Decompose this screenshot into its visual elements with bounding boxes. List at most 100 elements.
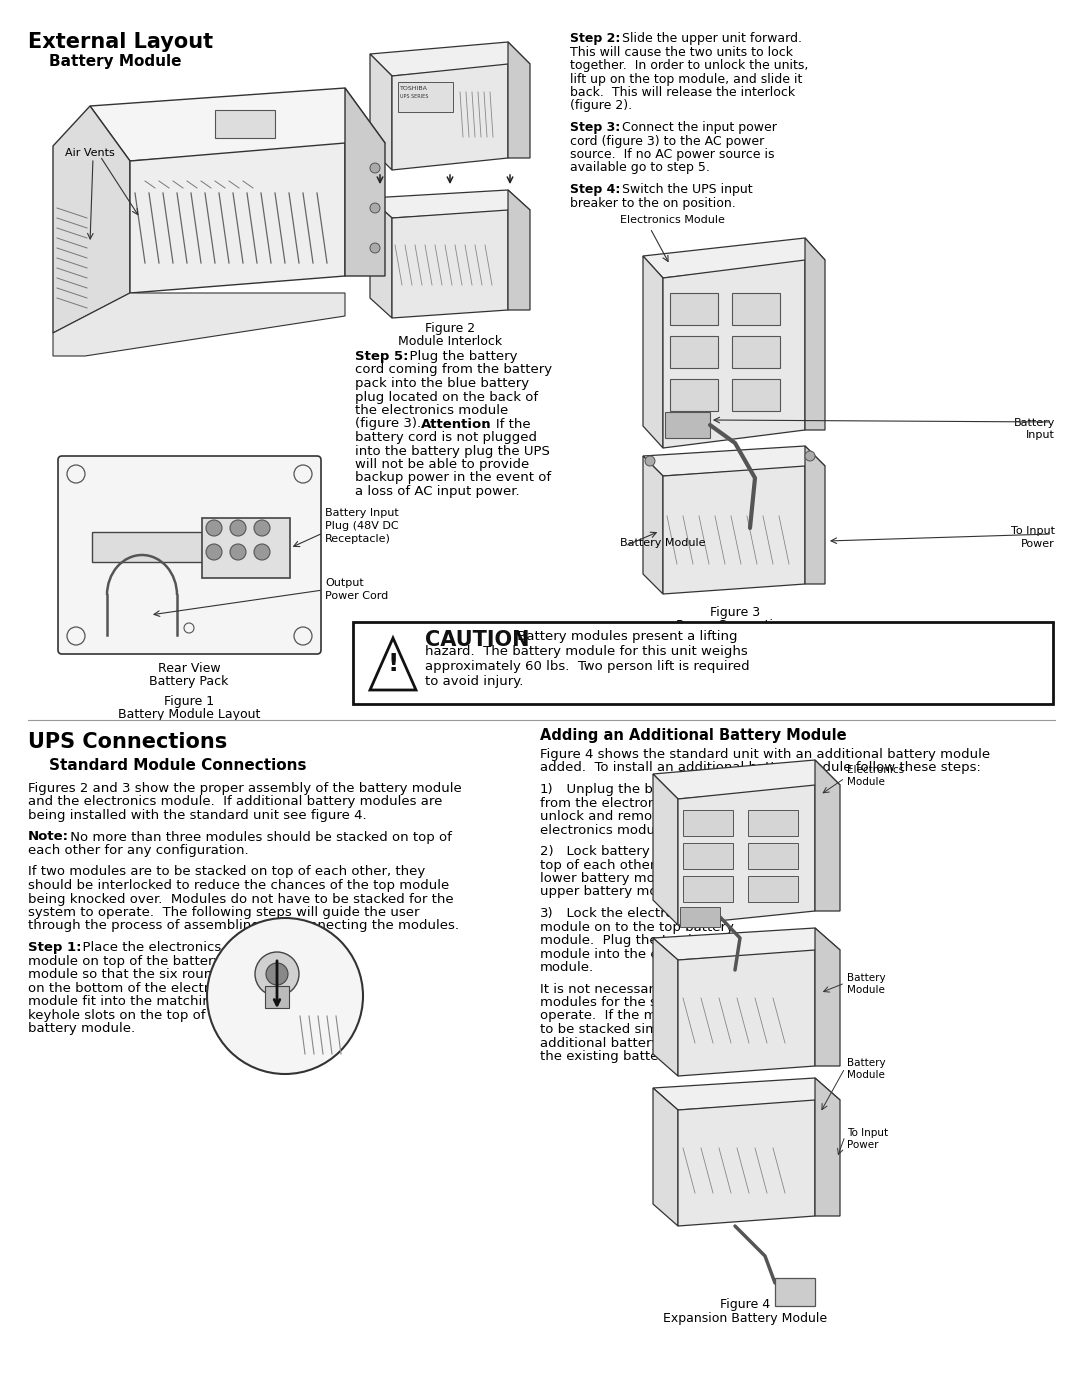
Text: back.  This will release the interlock: back. This will release the interlock (570, 87, 795, 99)
Text: electronics module.: electronics module. (540, 823, 671, 837)
Polygon shape (805, 237, 825, 430)
Circle shape (266, 963, 288, 985)
Text: the existing battery module.: the existing battery module. (540, 1051, 730, 1063)
Text: approximately 60 lbs.  Two person lift is required: approximately 60 lbs. Two person lift is… (426, 659, 750, 673)
Text: 1): 1) (540, 782, 554, 796)
Circle shape (645, 455, 654, 467)
Text: source.  If no AC power source is: source. If no AC power source is (570, 148, 774, 161)
Text: Step 5:: Step 5: (355, 351, 408, 363)
Text: Plug (48V DC: Plug (48V DC (325, 521, 399, 531)
Text: will not be able to provide: will not be able to provide (355, 458, 529, 471)
Text: module fit into the matching: module fit into the matching (28, 995, 219, 1009)
Polygon shape (643, 256, 663, 448)
Circle shape (207, 918, 363, 1074)
Text: each other for any configuration.: each other for any configuration. (28, 844, 248, 856)
Polygon shape (392, 64, 508, 170)
Circle shape (206, 520, 222, 536)
Text: To Input
Power: To Input Power (847, 1127, 888, 1150)
Text: unlock and remove the: unlock and remove the (540, 810, 694, 823)
Circle shape (370, 163, 380, 173)
Text: Air Vents: Air Vents (65, 148, 114, 158)
Text: on the bottom of the electronics: on the bottom of the electronics (28, 982, 244, 995)
Text: Step 2:: Step 2: (570, 32, 620, 45)
FancyBboxPatch shape (399, 82, 453, 112)
Circle shape (206, 543, 222, 560)
Text: keyhole slots on the top of the: keyhole slots on the top of the (28, 1009, 232, 1021)
FancyBboxPatch shape (732, 293, 780, 326)
Text: This will cause the two units to lock: This will cause the two units to lock (570, 46, 793, 59)
Text: to avoid injury.: to avoid injury. (426, 675, 524, 687)
Text: Expansion Battery Module: Expansion Battery Module (663, 1312, 827, 1324)
Polygon shape (508, 190, 530, 310)
Text: Input: Input (1026, 430, 1055, 440)
FancyBboxPatch shape (683, 810, 733, 835)
Polygon shape (663, 260, 805, 448)
Circle shape (255, 951, 299, 996)
Polygon shape (643, 237, 825, 278)
Text: module into the electronics: module into the electronics (540, 947, 724, 961)
Text: Attention: Attention (421, 418, 491, 430)
Text: Electronics Module: Electronics Module (620, 215, 725, 225)
Text: TOSHIBA: TOSHIBA (400, 87, 428, 91)
Text: Adding an Additional Battery Module: Adding an Additional Battery Module (540, 728, 847, 743)
Polygon shape (653, 928, 840, 960)
Polygon shape (370, 190, 530, 218)
Polygon shape (90, 88, 384, 161)
Text: 2): 2) (540, 845, 554, 858)
Text: Step 1:: Step 1: (28, 942, 81, 954)
Polygon shape (815, 928, 840, 1066)
Text: Slide the upper unit forward.: Slide the upper unit forward. (615, 32, 802, 45)
Text: hazard.  The battery module for this unit weighs: hazard. The battery module for this unit… (426, 645, 747, 658)
Text: Output: Output (325, 578, 364, 588)
Text: module.: module. (540, 961, 594, 974)
Text: To Input: To Input (1011, 527, 1055, 536)
Text: from the electronics module,: from the electronics module, (540, 796, 732, 809)
Text: breaker to the on position.: breaker to the on position. (570, 197, 735, 210)
Text: Figures 2 and 3 show the proper assembly of the battery module: Figures 2 and 3 show the proper assembly… (28, 782, 462, 795)
Text: Figure 4 shows the standard unit with an additional battery module: Figure 4 shows the standard unit with an… (540, 747, 990, 761)
Text: plug located on the back of: plug located on the back of (355, 391, 538, 404)
Circle shape (254, 520, 270, 536)
Polygon shape (392, 210, 508, 319)
FancyBboxPatch shape (670, 379, 718, 411)
Text: Module Interlock: Module Interlock (397, 335, 502, 348)
Text: Battery Module Layout: Battery Module Layout (118, 708, 260, 721)
Text: CAUTION: CAUTION (426, 630, 529, 650)
FancyBboxPatch shape (683, 842, 733, 869)
Polygon shape (53, 293, 345, 356)
Polygon shape (53, 106, 130, 332)
Text: top of each other.  Plug the: top of each other. Plug the (540, 859, 721, 872)
Text: Place the electronics: Place the electronics (75, 942, 221, 954)
Text: system to operate.  The following steps will guide the user: system to operate. The following steps w… (28, 907, 419, 919)
Text: Unplug the battery module: Unplug the battery module (558, 782, 747, 796)
Text: UPS Connections: UPS Connections (28, 732, 227, 752)
Polygon shape (815, 1078, 840, 1215)
FancyBboxPatch shape (748, 876, 798, 902)
Circle shape (230, 543, 246, 560)
Text: module.  Plug the top battery: module. Plug the top battery (540, 935, 737, 947)
Text: Electronics
Module: Electronics Module (847, 766, 904, 787)
Text: Figure 3: Figure 3 (710, 606, 760, 619)
FancyBboxPatch shape (265, 986, 289, 1009)
FancyBboxPatch shape (665, 412, 710, 439)
Text: operate.  If the modules are not: operate. If the modules are not (540, 1010, 753, 1023)
FancyBboxPatch shape (58, 455, 321, 654)
Text: the electronics module: the electronics module (355, 404, 509, 416)
Text: Battery Pack: Battery Pack (149, 675, 229, 687)
Text: Note:: Note: (28, 830, 69, 844)
Polygon shape (653, 1078, 840, 1111)
Text: Rear View: Rear View (158, 662, 220, 675)
Polygon shape (653, 760, 840, 799)
Text: Battery: Battery (1014, 418, 1055, 427)
Circle shape (370, 203, 380, 212)
Text: available go to step 5.: available go to step 5. (570, 162, 710, 175)
Text: :  If the: : If the (483, 418, 530, 430)
Text: module on to the top battery: module on to the top battery (540, 921, 734, 933)
Text: No more than three modules should be stacked on top of: No more than three modules should be sta… (66, 830, 451, 844)
Text: Standard Module Connections: Standard Module Connections (28, 759, 307, 773)
Circle shape (805, 451, 815, 461)
Text: backup power in the event of: backup power in the event of (355, 472, 551, 485)
Text: Figure 4: Figure 4 (720, 1298, 770, 1310)
Text: Lock the electronics: Lock the electronics (558, 907, 700, 921)
Text: module so that the six round feet: module so that the six round feet (28, 968, 252, 981)
